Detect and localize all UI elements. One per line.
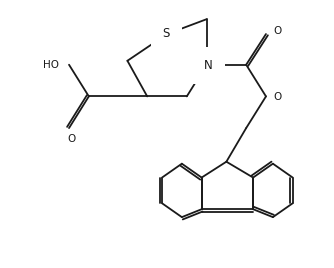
Text: O: O <box>273 26 281 36</box>
Text: O: O <box>273 92 281 102</box>
Text: N: N <box>204 59 213 72</box>
Text: O: O <box>67 134 75 144</box>
Text: HO: HO <box>43 60 59 70</box>
Text: S: S <box>162 27 170 40</box>
